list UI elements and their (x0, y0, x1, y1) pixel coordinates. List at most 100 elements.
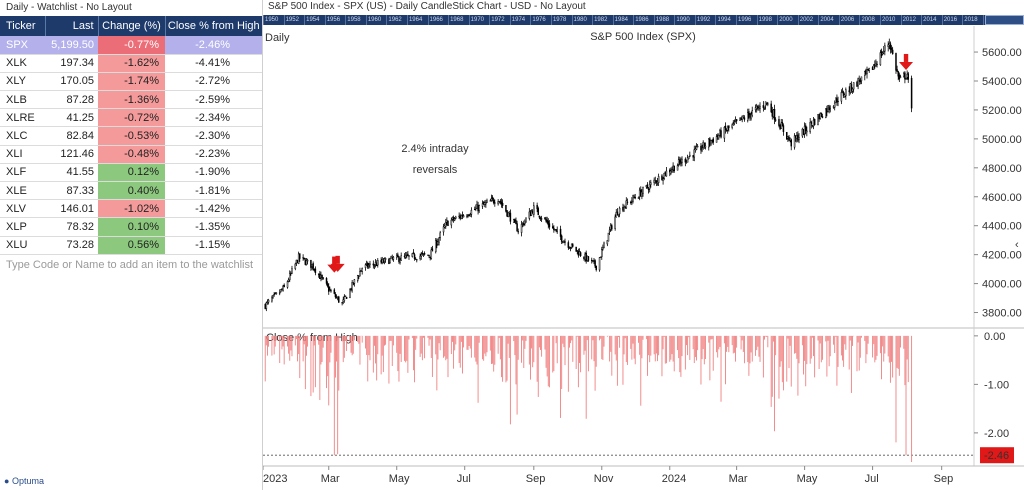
candle-body (295, 259, 298, 264)
candle-body (884, 45, 886, 52)
candle-body (374, 262, 377, 265)
candle-body (810, 121, 813, 125)
ticker-cell: XLE (0, 181, 45, 201)
watchlist-row-spx[interactable]: SPX 5,199.50 -0.77% -2.46% (0, 36, 262, 55)
timeline-year-label: 1986 (633, 15, 654, 25)
timeline-range-thumb[interactable] (984, 15, 1024, 25)
candle-body (420, 253, 422, 257)
watchlist-row-xly[interactable]: XLY 170.05 -1.74% -2.72% (0, 72, 262, 92)
watchlist-row-xlre[interactable]: XLRE 41.25 -0.72% -2.34% (0, 108, 262, 128)
candle-body (516, 223, 518, 232)
candle-body (360, 270, 362, 272)
watchlist-row-xlv[interactable]: XLV 146.01 -1.02% -1.42% (0, 199, 262, 219)
timeline-year-label: 1958 (345, 15, 366, 25)
candle-body (533, 205, 535, 215)
candle-body (436, 240, 438, 246)
time-tick-label: 2024 (662, 473, 686, 485)
candle-body (327, 286, 330, 292)
candle-body (719, 130, 721, 136)
candle-body (478, 205, 480, 212)
ticker-cell: XLI (0, 145, 45, 164)
timeline-year-label: 1972 (489, 15, 510, 25)
candle-body (864, 71, 866, 77)
candle-body (856, 81, 858, 87)
watchlist-row-xlf[interactable]: XLF 41.55 0.12% -1.90% (0, 163, 262, 183)
candle-body (647, 188, 650, 190)
candle-body (657, 176, 660, 183)
candle-body (548, 223, 551, 228)
candle-body (741, 115, 743, 120)
candle-body (369, 263, 371, 265)
candle-body (280, 289, 282, 292)
candle-body (812, 119, 815, 127)
candle-body (630, 201, 632, 203)
candle-body (531, 210, 534, 214)
candle-body (302, 257, 304, 259)
candle-body (891, 49, 894, 55)
candle-body (521, 222, 524, 225)
watchlist-row-xlc[interactable]: XLC 82.84 -0.53% -2.30% (0, 126, 262, 146)
indicator-bars-group (264, 335, 913, 462)
candle-body (702, 141, 704, 148)
close-from-high-cell: -2.23% (165, 145, 262, 164)
watchlist-header-row: Ticker Last Change (%) Close % from High (0, 16, 262, 36)
candle-body (428, 255, 430, 257)
candle-body (330, 290, 332, 292)
candle-body (903, 73, 905, 77)
watchlist-row-xlu[interactable]: XLU 73.28 0.56% -1.15% (0, 236, 262, 255)
candle-body (650, 182, 652, 185)
candle-body (646, 184, 649, 188)
time-tick-label: May (389, 473, 410, 485)
candle-body (829, 108, 831, 111)
col-header-last[interactable]: Last (45, 16, 99, 36)
timeline-year-label: 2002 (797, 15, 819, 25)
candle-body (772, 109, 775, 117)
timeline-year-label: 1998 (756, 15, 778, 25)
candle-body (429, 256, 431, 258)
panel-divider[interactable] (262, 0, 263, 490)
timeline-year-label: 1956 (324, 15, 346, 25)
candle-body (782, 125, 785, 132)
candle-body (555, 229, 557, 231)
candle-body (726, 126, 729, 131)
candle-body (283, 284, 285, 288)
watchlist-row-xlk[interactable]: XLK 197.34 -1.62% -4.41% (0, 54, 262, 73)
candle-body (786, 131, 788, 140)
watchlist-row-xle[interactable]: XLE 87.33 0.40% -1.81% (0, 181, 262, 201)
indicator-tick-label: -1.00 (984, 379, 1009, 391)
candle-body (710, 140, 712, 145)
candle-body (767, 103, 769, 105)
scroll-handle-icon[interactable]: ‹ (1015, 239, 1019, 251)
candle-body (430, 249, 433, 259)
candle-body (907, 73, 910, 80)
price-tick-label: 5200.00 (982, 105, 1022, 117)
candle-body (406, 254, 408, 256)
candle-body (790, 139, 792, 147)
add-item-input[interactable]: Type Code or Name to add an item to the … (6, 258, 254, 271)
candlestick-chart[interactable]: Daily S&P 500 Index (SPX) 2.4% intraday rev… (263, 0, 1024, 490)
timeline-navigator[interactable]: 1950 1952 1954 1956 1958 1960 1962 1964 1966 1968… (263, 15, 1024, 25)
candle-body (608, 229, 611, 233)
candle-body (524, 220, 526, 224)
candle-body (906, 73, 908, 78)
watchlist-row-xlp[interactable]: XLP 78.32 0.10% -1.35% (0, 217, 262, 237)
candle-body (530, 210, 533, 216)
candle-body (880, 51, 883, 57)
col-header-change[interactable]: Change (%) (98, 16, 166, 36)
candle-body (494, 202, 496, 204)
candle-body (391, 257, 394, 259)
candle-body (505, 204, 507, 212)
candle-body (335, 296, 338, 298)
candle-body (303, 257, 305, 260)
col-header-ticker[interactable]: Ticker (0, 16, 46, 36)
candle-body (397, 254, 399, 258)
watchlist-row-xlb[interactable]: XLB 87.28 -1.36% -2.59% (0, 90, 262, 110)
col-header-close-from-high[interactable]: Close % from High (165, 16, 262, 36)
close-from-high-cell: -2.72% (165, 72, 262, 92)
candle-body (537, 208, 540, 216)
watchlist-row-xli[interactable]: XLI 121.46 -0.48% -2.23% (0, 145, 262, 164)
candle-body (653, 179, 655, 183)
candle-body (796, 135, 798, 139)
price-tick-label: 4400.00 (982, 221, 1022, 233)
candle-body (437, 241, 439, 245)
